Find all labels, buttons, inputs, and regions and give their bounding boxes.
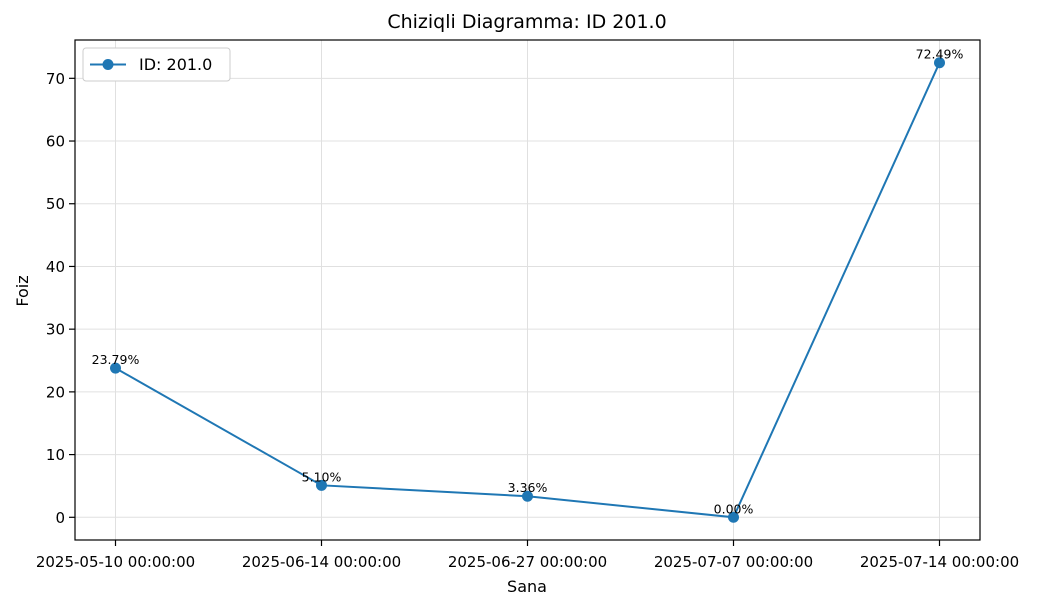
data-label: 0.00% [714, 501, 754, 516]
legend-marker [102, 59, 114, 70]
y-tick-label: 30 [46, 321, 65, 339]
legend: ID: 201.0 [82, 47, 231, 82]
y-tick-label: 10 [46, 446, 65, 464]
series-layer: 23.79% 5.10% 3.36% 0.00% 72.49% [92, 47, 964, 523]
data-point [934, 57, 945, 69]
data-point [316, 479, 327, 491]
chart-title: Chiziqli Diagramma: ID 201.0 [387, 11, 666, 33]
y-axis-label: Foiz [13, 275, 32, 306]
y-tick-label: 20 [46, 383, 65, 401]
data-label: 72.49% [916, 47, 964, 62]
data-label: 23.79% [92, 352, 140, 367]
axes-layer: 0 10 20 30 40 50 60 70 2025-05-10 00:00:00 2025-0… [36, 39, 1019, 571]
legend-box [82, 47, 231, 82]
y-tick-label: 60 [46, 133, 65, 151]
data-label: 3.36% [508, 480, 548, 495]
x-tick-label: 2025-06-14 00:00:00 [242, 553, 401, 571]
x-tick-label: 2025-07-07 00:00:00 [654, 553, 813, 571]
x-tick-label: 2025-06-27 00:00:00 [448, 553, 607, 571]
x-axis-label: Sana [507, 577, 547, 596]
y-tick-label: 50 [46, 195, 65, 213]
y-tick-label: 40 [46, 258, 65, 276]
x-tick-label: 2025-05-10 00:00:00 [36, 553, 195, 571]
data-point [110, 362, 121, 374]
data-point [728, 511, 739, 523]
data-label: 5.10% [302, 469, 342, 484]
data-point [522, 490, 533, 502]
y-tick-label: 70 [46, 70, 65, 88]
y-tick-label: 0 [55, 509, 65, 527]
legend-label: ID: 201.0 [139, 55, 212, 74]
x-tick-label: 2025-07-14 00:00:00 [860, 553, 1019, 571]
grid-layer [75, 40, 980, 540]
